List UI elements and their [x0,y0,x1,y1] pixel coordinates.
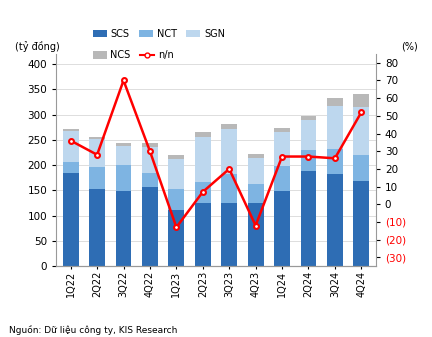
Bar [89,189,105,266]
Bar [195,203,211,266]
Bar [248,154,264,158]
Bar [89,137,105,139]
Bar [168,155,184,159]
Bar [89,166,105,189]
Bar [327,98,343,106]
Bar [327,106,343,149]
Bar [274,128,290,132]
Bar [274,132,290,166]
Bar [301,116,316,120]
Text: (%): (%) [400,42,417,52]
Bar [63,129,79,131]
Bar [353,181,369,266]
Text: (tỷ đồng): (tỷ đồng) [15,41,59,52]
Bar [63,173,79,266]
Bar [274,191,290,266]
Bar [63,131,79,161]
Bar [353,155,369,181]
Bar [116,143,131,146]
Bar [221,174,237,203]
Bar [116,165,131,191]
Bar [301,171,316,266]
Bar [274,166,290,191]
Bar [168,159,184,189]
Bar [168,189,184,210]
Bar [195,137,211,182]
Bar [248,158,264,184]
Bar [353,94,369,107]
Bar [142,187,158,266]
Bar [248,184,264,203]
Bar [89,139,105,166]
Bar [327,174,343,266]
Bar [168,210,184,266]
Bar [116,191,131,266]
Bar [142,143,158,147]
Bar [195,132,211,137]
Bar [248,203,264,266]
Bar [142,147,158,173]
Bar [195,182,211,203]
Bar [301,120,316,150]
Bar [301,150,316,171]
Bar [327,149,343,174]
Legend: NCS, n/n: NCS, n/n [93,50,174,60]
Bar [63,161,79,173]
Bar [142,173,158,187]
Bar [116,146,131,165]
Bar [353,107,369,155]
Bar [221,203,237,266]
Bar [221,129,237,174]
Text: Nguồn: Dữ liệu công ty, KIS Research: Nguồn: Dữ liệu công ty, KIS Research [9,325,177,335]
Bar [221,124,237,129]
